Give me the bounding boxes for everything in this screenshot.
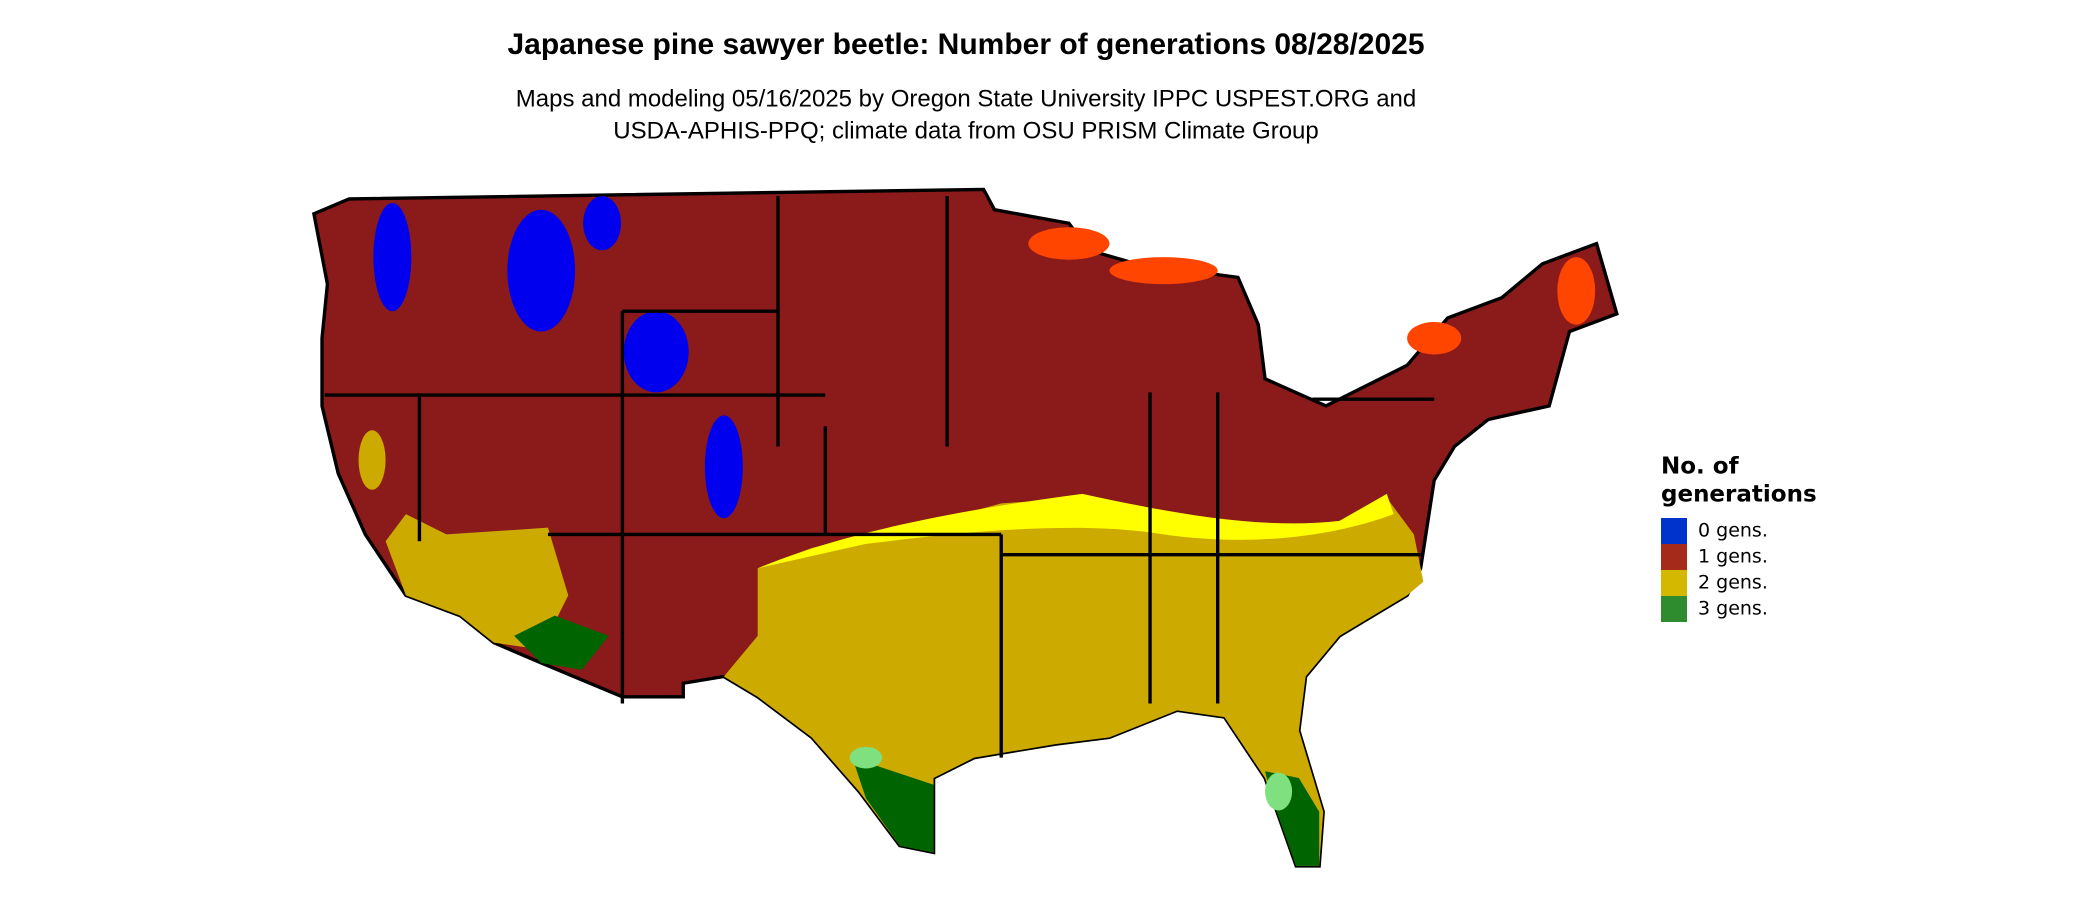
region-1-gen-light [1109,257,1218,285]
region-0-gen [507,209,576,332]
legend: 0 gens. 1 gens. 2 gens. 3 gens. [1661,518,1768,622]
title: Japanese pine sawyer beetle: Number of g… [507,28,1424,61]
region-1-gen-light [1557,257,1596,325]
state-borders [324,196,1435,758]
legend-title: No. of [1661,454,1740,480]
legend-swatch [1661,518,1687,544]
region-0-gen [583,196,622,251]
region-3-gen-light [1265,772,1293,811]
region-0-gen [623,311,689,393]
region-0-gen [704,415,743,519]
us-map [311,187,1619,868]
legend-swatch [1661,570,1687,596]
region-2-gen [358,430,386,490]
legend-swatch [1661,596,1687,622]
region-3-gen [514,615,609,670]
subtitle: USDA-APHIS-PPQ; climate data from OSU PR… [613,117,1319,144]
legend-swatch [1661,544,1687,570]
legend-label: 1 gens. [1698,546,1768,568]
legend-label: 3 gens. [1698,598,1768,620]
region-1-gen-light [1407,322,1462,355]
region-3-gen [852,757,934,853]
legend-label: 0 gens. [1698,520,1768,542]
region-1-gen-light [1028,227,1110,260]
region-2-gen [385,514,569,650]
region-3-gen-light [849,746,883,769]
subtitle: Maps and modeling 05/16/2025 by Oregon S… [516,85,1416,112]
legend-title: generations [1661,482,1817,508]
region-2-gen-edge [757,493,1394,569]
region-0-gen [373,202,412,312]
legend-label: 2 gens. [1698,572,1768,594]
